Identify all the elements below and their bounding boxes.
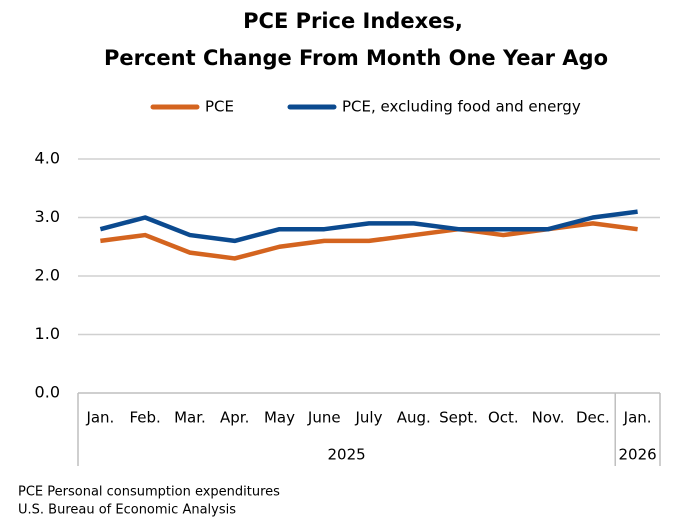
y-tick-label: 4.0 — [35, 149, 60, 168]
chart-title: Percent Change From Month One Year Ago — [104, 46, 608, 70]
y-tick-label: 2.0 — [35, 266, 60, 285]
series-line — [99, 209, 638, 244]
x-tick-label: Dec. — [576, 409, 610, 427]
legend-label: PCE, excluding food and energy — [342, 98, 581, 116]
y-tick-label: 1.0 — [35, 324, 60, 343]
chart-title: PCE Price Indexes, — [243, 9, 463, 33]
x-tick-label: Apr. — [220, 409, 249, 427]
y-tick-label: 3.0 — [35, 207, 60, 226]
legend-label: PCE — [205, 98, 234, 116]
x-tick-label: Feb. — [129, 409, 160, 427]
x-group-label: 2026 — [619, 446, 657, 464]
x-tick-label: Jan. — [623, 409, 652, 427]
x-tick-label: Sept. — [439, 409, 478, 427]
x-tick-label: June — [307, 409, 341, 427]
x-tick-label: May — [264, 409, 295, 427]
x-tick-label: Aug. — [397, 409, 431, 427]
x-tick-label: Jan. — [85, 409, 114, 427]
footnote: PCE Personal consumption expenditures — [18, 485, 280, 500]
x-tick-label: Nov. — [532, 409, 565, 427]
x-tick-label: Mar. — [174, 409, 206, 427]
x-group-label: 2025 — [328, 446, 366, 464]
footnote: U.S. Bureau of Economic Analysis — [18, 503, 236, 518]
y-tick-label: 0.0 — [35, 383, 60, 402]
x-tick-label: Oct. — [488, 409, 519, 427]
x-tick-label: July — [355, 409, 383, 427]
